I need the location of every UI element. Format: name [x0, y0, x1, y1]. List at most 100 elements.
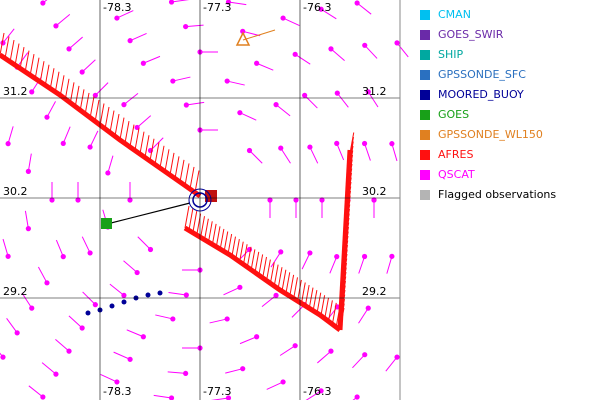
afres-barb: [188, 208, 194, 231]
wind-dot: [237, 284, 243, 290]
wind-dot: [365, 305, 371, 311]
wind-dot: [127, 38, 133, 44]
wind-dot: [114, 379, 120, 385]
wind-barb: [239, 336, 257, 345]
afres-barb: [94, 99, 100, 123]
wind-barb: [41, 362, 57, 375]
wind-dot: [44, 114, 50, 120]
wind-barb: [304, 94, 318, 109]
wind-dot: [49, 197, 55, 203]
afres-barb: [169, 152, 175, 175]
wind-barb: [37, 266, 48, 284]
wind-barb: [352, 396, 358, 400]
wind-barb: [7, 126, 14, 144]
afres-barb: [129, 124, 135, 147]
legend-swatch: [420, 190, 430, 200]
wind-dot: [361, 140, 368, 147]
wind-dot: [389, 253, 395, 259]
wind-dot: [225, 395, 232, 400]
wind-barb: [305, 390, 322, 400]
lon-label-top: -76.3: [303, 1, 331, 14]
wind-dot: [246, 147, 253, 154]
afres-barb: [285, 272, 291, 295]
legend-swatch: [420, 10, 430, 20]
wind-dot: [240, 366, 246, 372]
afres-barb: [14, 43, 20, 66]
wind-barb: [55, 14, 71, 27]
wind-dot: [328, 348, 334, 354]
wind-barb: [46, 101, 56, 118]
wind-dot: [79, 69, 85, 75]
wind-dot: [134, 269, 140, 276]
wind-barb: [81, 59, 96, 73]
wind-dot: [371, 197, 377, 203]
afres-barb: [4, 36, 10, 59]
wind-barb: [28, 385, 44, 398]
wind-dot: [170, 78, 176, 84]
wind-barb: [364, 44, 378, 59]
afres-barb: [124, 121, 130, 144]
afres-barb: [192, 211, 198, 234]
wind-dot: [183, 370, 189, 377]
wind-dot: [183, 292, 189, 298]
wind-dot: [334, 90, 340, 96]
wind-dot: [280, 379, 286, 385]
legend-swatch: [420, 50, 430, 60]
wind-dot: [278, 145, 284, 151]
wind-barb: [358, 307, 369, 324]
wind-dot: [14, 330, 20, 336]
wind-dot: [183, 102, 189, 108]
wind-barb: [81, 236, 91, 254]
wind-barb: [172, 76, 191, 82]
lon-label-bottom: -76.3: [303, 385, 331, 398]
legend-label: GOES: [438, 108, 469, 121]
afres-barb: [269, 262, 275, 285]
wind-barb: [309, 146, 319, 164]
legend-label: GOES_SWIR: [438, 28, 504, 41]
legend-label: MOORED_BUOY: [438, 88, 524, 101]
legend-label: Flagged observations: [438, 188, 556, 201]
wind-barb: [153, 394, 172, 399]
lon-label-bottom: -77.3: [203, 385, 231, 398]
wind-dot: [0, 354, 6, 360]
wind-barb: [282, 17, 300, 27]
wind-dot: [224, 78, 230, 84]
wind-barb: [55, 338, 70, 352]
afres-barb: [114, 113, 120, 137]
afres-barb: [281, 269, 287, 292]
wind-barb: [209, 318, 228, 324]
observations: [0, 0, 409, 400]
afres-barb: [134, 128, 140, 151]
legend-label: SHIP: [438, 48, 463, 61]
wind-barb: [55, 239, 64, 257]
buoy-track: [85, 290, 163, 316]
wind-barb: [301, 252, 311, 270]
lat-label-left: 30.2: [3, 185, 28, 198]
wind-barb: [227, 80, 245, 86]
wind-barb: [171, 0, 190, 3]
wind-dot: [334, 140, 340, 146]
lon-label-top: -77.3: [203, 1, 231, 14]
wind-dot: [319, 197, 325, 203]
wind-dot: [292, 51, 298, 57]
wind-barb: [137, 236, 151, 250]
wind-dot: [66, 46, 72, 52]
wind-barb: [24, 210, 29, 229]
wind-dot: [362, 352, 368, 358]
wind-dot: [273, 102, 279, 108]
wind-dot: [240, 28, 246, 34]
wind-barb: [279, 345, 296, 356]
wind-barb: [136, 115, 152, 128]
afres-barb: [24, 50, 30, 73]
wind-barb: [21, 292, 33, 309]
wind-barb: [329, 256, 338, 274]
wind-dot: [168, 395, 175, 400]
wind-dot: [121, 102, 127, 108]
wind-dot: [105, 170, 111, 176]
afres-barb: [331, 302, 337, 325]
wind-dot: [267, 197, 273, 203]
wind-dot: [121, 292, 127, 298]
wind-barb: [364, 143, 371, 161]
wind-barb: [113, 351, 131, 360]
wind-barb: [210, 397, 229, 400]
